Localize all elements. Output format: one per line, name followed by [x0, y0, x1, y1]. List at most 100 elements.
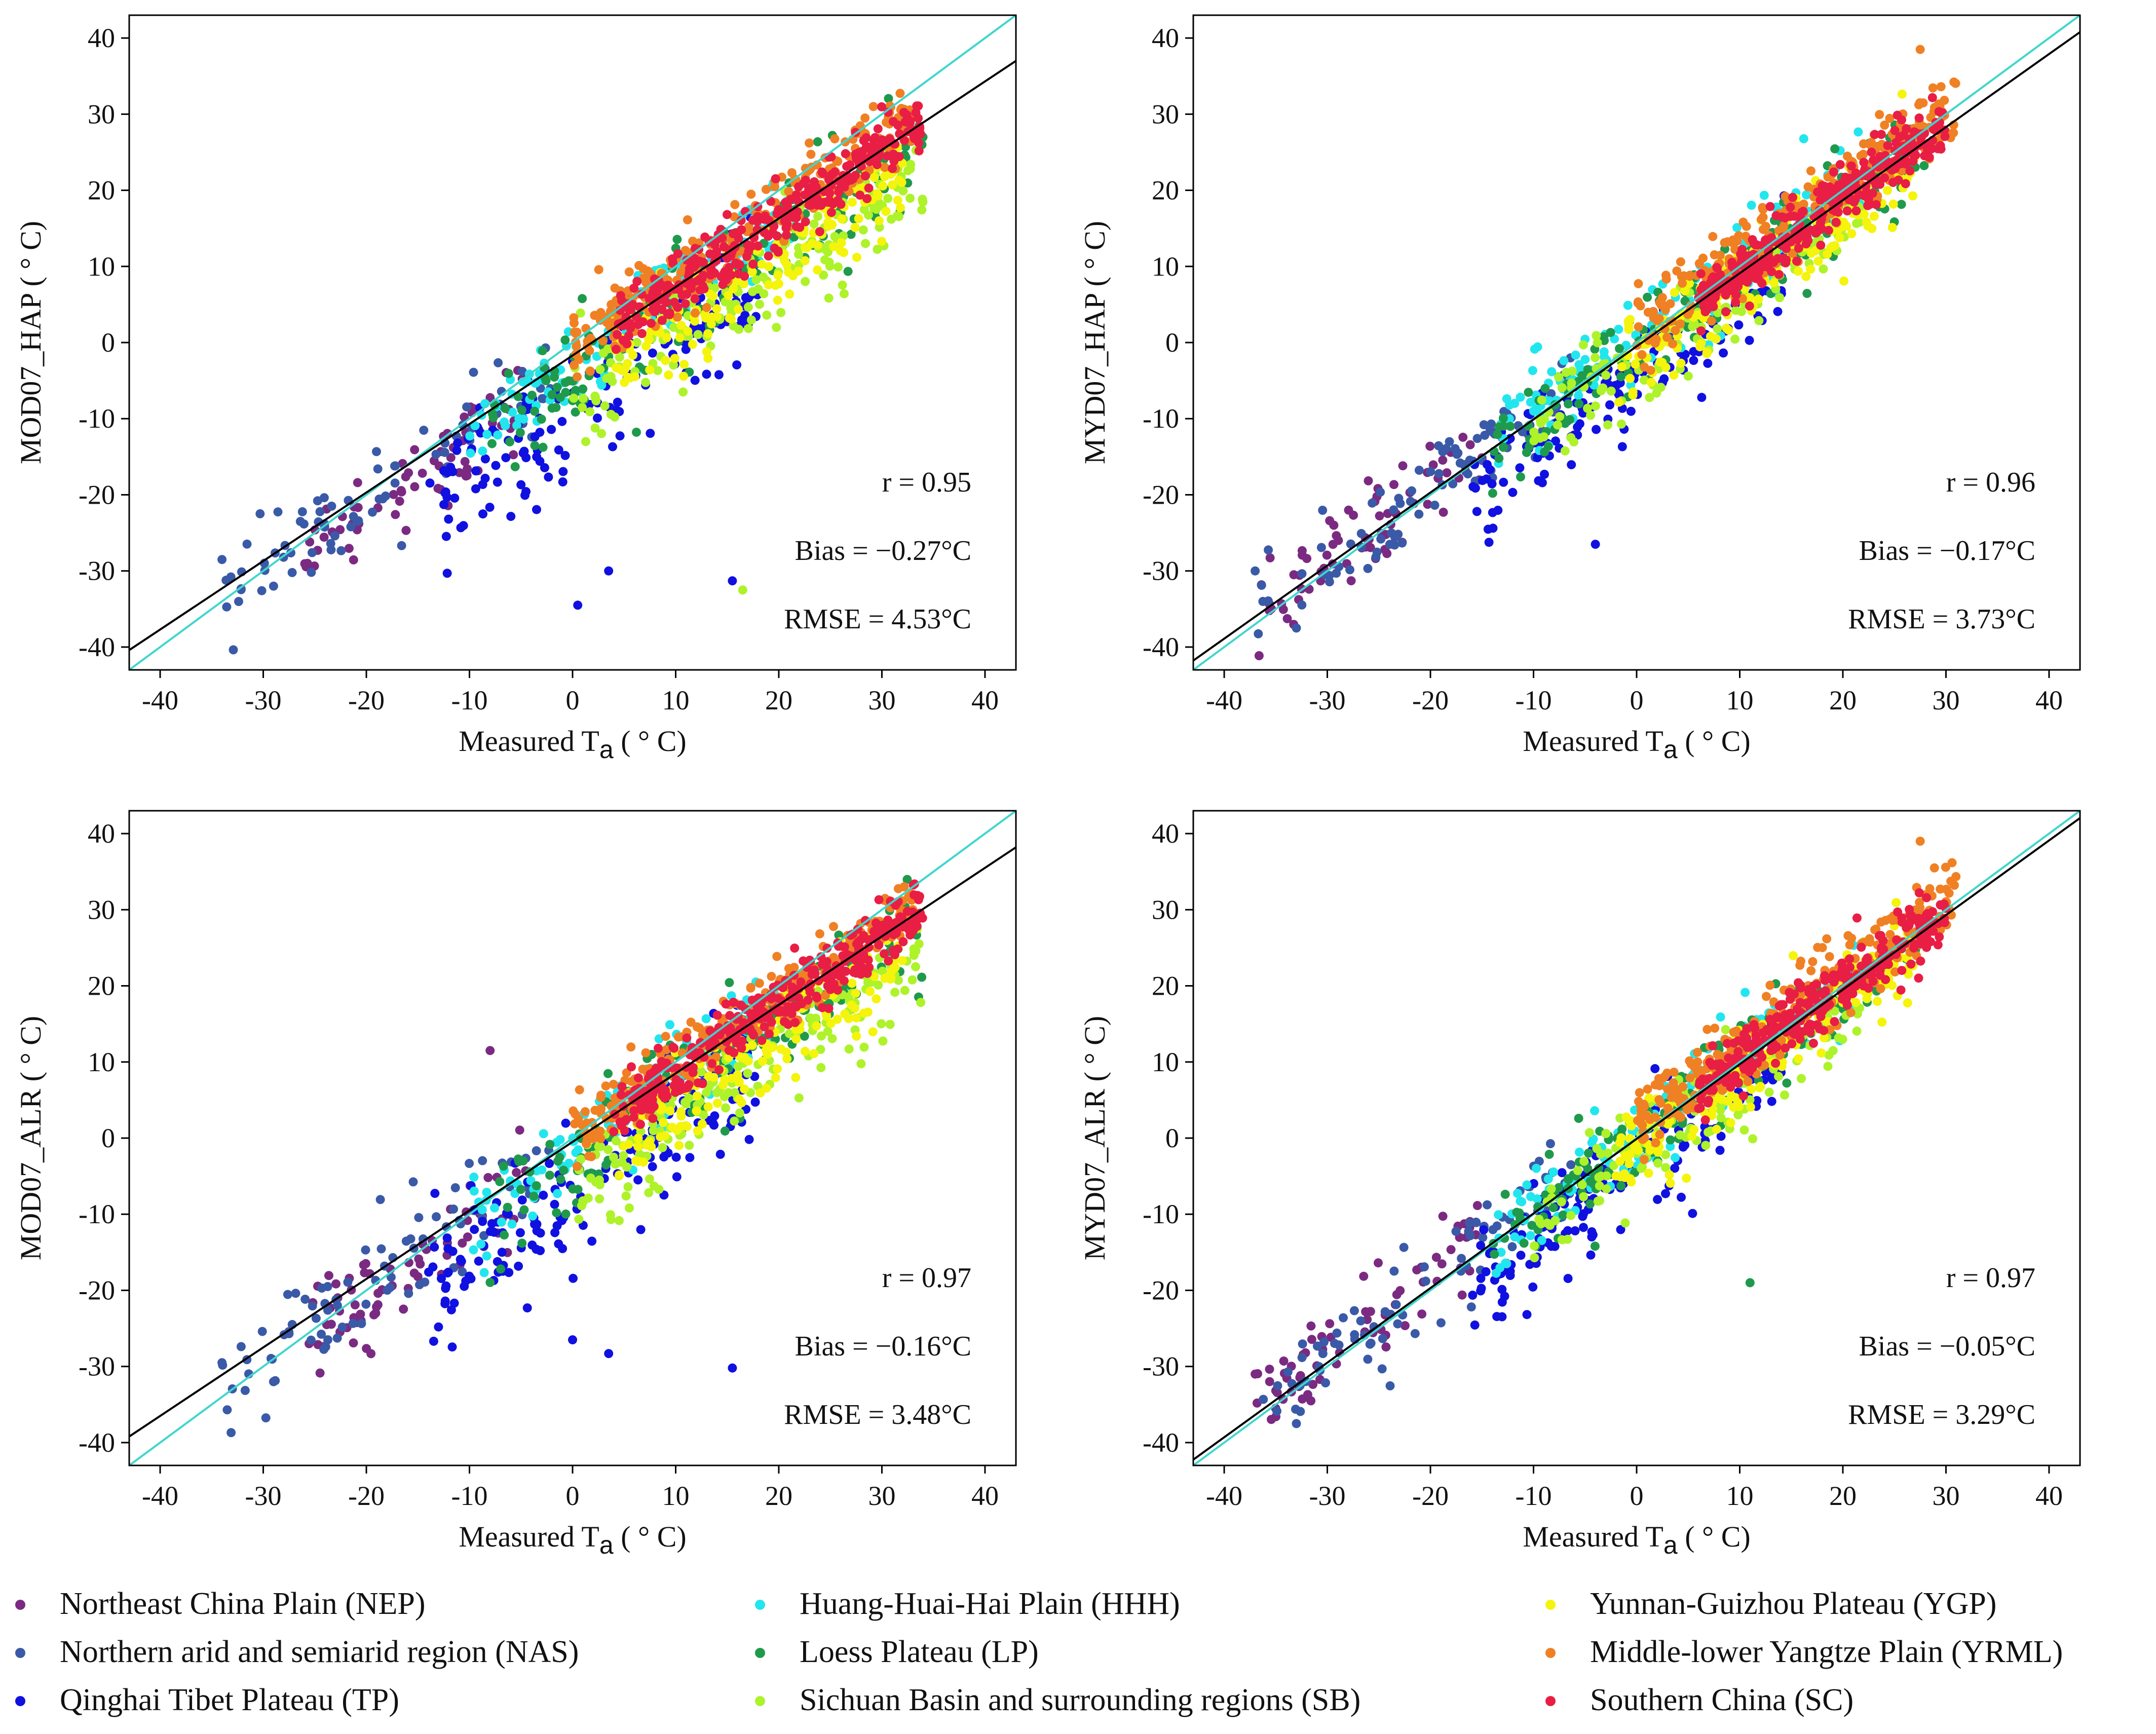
scatter-point — [457, 1257, 466, 1266]
scatter-point — [813, 137, 822, 146]
scatter-point — [597, 429, 607, 438]
scatter-point — [1400, 1321, 1410, 1331]
scatter-point — [1707, 274, 1717, 283]
scatter-point — [743, 1069, 752, 1078]
scatter-point — [1888, 178, 1898, 187]
scatter-point — [916, 909, 925, 918]
scatter-point — [702, 1088, 711, 1097]
scatter-point — [615, 1117, 625, 1127]
scatter-point — [1557, 383, 1567, 392]
scatter-point — [1897, 115, 1906, 125]
scatter-point — [470, 1225, 479, 1234]
scatter-point — [1421, 1276, 1430, 1286]
scatter-point — [560, 450, 570, 460]
scatter-point — [1911, 150, 1920, 160]
scatter-point — [1823, 249, 1832, 259]
scatter-point — [1485, 465, 1495, 474]
scatter-point — [573, 600, 583, 610]
scatter-point — [462, 466, 472, 475]
x-tick-label: 10 — [1726, 685, 1753, 715]
scatter-point — [1554, 372, 1564, 382]
scatter-point — [1532, 403, 1541, 413]
scatter-point — [1875, 110, 1884, 120]
scatter-point — [1540, 470, 1549, 479]
scatter-point — [1626, 406, 1636, 416]
scatter-point — [517, 405, 526, 415]
scatter-point — [772, 231, 782, 241]
scatter-point — [538, 394, 547, 403]
y-tick-label: 30 — [88, 894, 115, 925]
scatter-point — [1614, 397, 1623, 407]
scatter-point — [1925, 142, 1935, 152]
scatter-point — [815, 227, 824, 237]
scatter-point — [1457, 1290, 1467, 1300]
x-tick-label: -10 — [451, 685, 488, 715]
x-tick-label: -30 — [1309, 685, 1346, 715]
scatter-point — [1603, 420, 1612, 430]
scatter-point — [397, 487, 406, 497]
scatter-point — [553, 1156, 562, 1166]
scatter-point — [1505, 434, 1515, 443]
scatter-point — [771, 1073, 780, 1082]
scatter-point — [596, 1134, 606, 1143]
scatter-point — [1847, 229, 1857, 238]
scatter-point — [819, 270, 828, 280]
scatter-point — [335, 525, 345, 535]
scatter-point — [603, 1069, 613, 1078]
scatter-point — [776, 207, 785, 217]
scatter-point — [452, 445, 462, 455]
scatter-point — [1393, 530, 1403, 539]
scatter-point — [690, 294, 700, 304]
scatter-point — [693, 330, 703, 340]
scatter-point — [1759, 191, 1769, 200]
scatter-point — [532, 505, 541, 514]
scatter-point — [652, 1064, 661, 1073]
scatter-point — [813, 211, 823, 221]
scatter-point — [1747, 201, 1756, 210]
scatter-point — [653, 366, 662, 375]
scatter-point — [470, 421, 480, 431]
scatter-point — [517, 1238, 527, 1248]
stat-annotation: RMSE = 3.48°C — [784, 1399, 971, 1430]
scatter-point — [1732, 223, 1742, 233]
scatter-point — [466, 1274, 476, 1284]
one-to-one-line — [129, 811, 1016, 1465]
scatter-point — [729, 998, 738, 1007]
scatter-point — [1757, 215, 1766, 224]
scatter-point — [914, 101, 923, 111]
x-tick-label: -20 — [348, 685, 385, 715]
scatter-point — [323, 1335, 332, 1344]
scatter-point — [827, 1034, 837, 1043]
scatter-point — [909, 944, 919, 954]
scatter-point — [1575, 419, 1584, 429]
scatter-point — [336, 546, 346, 555]
scatter-point — [682, 289, 692, 299]
scatter-point — [560, 378, 570, 387]
scatter-point — [1625, 315, 1635, 324]
scatter-point — [559, 1165, 569, 1175]
scatter-point — [488, 413, 498, 423]
scatter-point — [748, 259, 758, 269]
scatter-point — [1668, 339, 1677, 349]
scatter-point — [478, 1217, 487, 1226]
scatter-point — [1712, 262, 1722, 272]
scatter-point — [1883, 185, 1892, 195]
scatter-point — [222, 1405, 232, 1415]
scatter-point — [409, 1268, 419, 1278]
scatter-point — [683, 215, 692, 224]
fit-line — [129, 846, 1016, 1438]
scatter-point — [374, 495, 384, 504]
scatter-point — [257, 1327, 267, 1336]
scatter-point — [1414, 466, 1424, 475]
scatter-point — [762, 1083, 771, 1093]
scatter-point — [916, 998, 926, 1007]
scatter-point — [899, 136, 909, 145]
scatter-point — [693, 1126, 702, 1136]
scatter-point — [1813, 256, 1823, 266]
scatter-point — [613, 397, 622, 407]
scatter-point — [654, 1043, 663, 1053]
scatter-point — [800, 256, 810, 266]
scatter-point — [707, 1059, 717, 1069]
scatter-point — [773, 295, 782, 305]
scatter-point — [665, 1020, 674, 1030]
